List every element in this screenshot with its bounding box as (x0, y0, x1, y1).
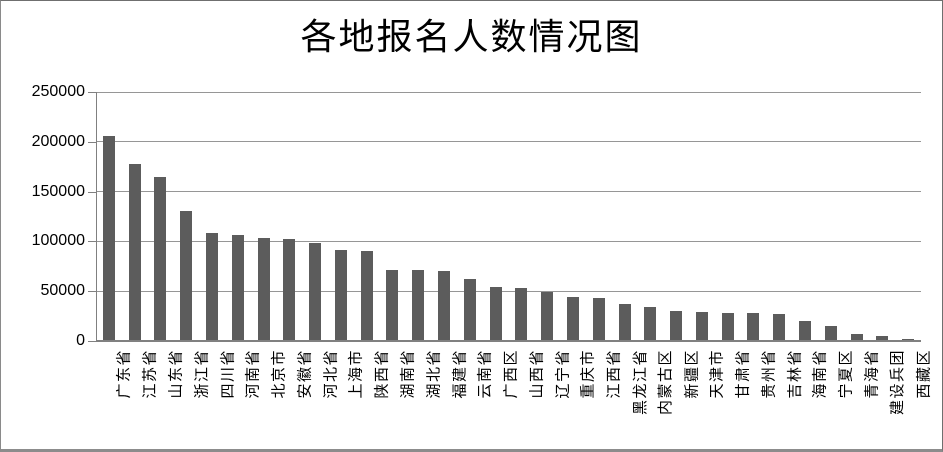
bar (231, 235, 244, 340)
y-axis-tick (88, 92, 96, 93)
bar (206, 233, 219, 340)
bar (102, 136, 115, 340)
y-axis-tick (88, 141, 96, 143)
x-axis-label: 天津市 (708, 349, 726, 399)
x-axis-label: 山西省 (528, 349, 546, 399)
bar (876, 335, 889, 340)
x-axis-label: 山东省 (167, 349, 185, 399)
y-axis-line (96, 92, 97, 342)
bar (463, 279, 476, 340)
x-axis-label: 吉林省 (786, 349, 804, 399)
x-axis-label: 陕西省 (373, 349, 391, 399)
bar (644, 307, 657, 340)
y-axis-label: 250000 (31, 83, 85, 100)
x-axis-label: 黑龙江省 (631, 349, 649, 416)
bar (257, 238, 270, 340)
bar (902, 338, 915, 340)
bar (798, 321, 811, 340)
x-axis-label: 江西省 (605, 349, 623, 399)
x-axis-label: 云南省 (476, 349, 494, 399)
chart-title: 各地报名人数情况图 (300, 17, 643, 57)
x-axis-label: 湖南省 (399, 349, 417, 399)
x-axis-label: 新疆区 (683, 349, 701, 399)
x-axis-label: 辽宁省 (554, 349, 572, 399)
gridline (96, 141, 921, 143)
x-axis-line (96, 340, 921, 342)
x-axis-label: 广西区 (502, 349, 520, 399)
x-axis-label: 福建省 (451, 349, 469, 399)
bar (515, 287, 528, 340)
x-axis-label: 河南省 (244, 349, 262, 399)
bar (592, 298, 605, 340)
y-axis-label: 100000 (31, 232, 85, 250)
bar (824, 326, 837, 340)
x-axis-label: 河北省 (322, 349, 340, 399)
bar (438, 271, 451, 340)
bar (309, 243, 322, 340)
bar (747, 313, 760, 340)
y-axis-label: 50000 (40, 282, 86, 300)
bar (180, 210, 193, 340)
gridline (96, 91, 921, 93)
x-axis-label: 甘肃省 (734, 349, 752, 399)
y-axis-tick (88, 341, 96, 342)
bar (128, 163, 141, 340)
bar (670, 311, 683, 340)
bar (154, 176, 167, 340)
bar (412, 270, 425, 340)
x-axis-label: 北京市 (270, 349, 288, 399)
bar (489, 287, 502, 340)
y-axis-tick (88, 191, 96, 193)
y-axis-label: 200000 (31, 132, 85, 150)
bar (850, 334, 863, 340)
x-axis-label: 重庆市 (579, 349, 597, 399)
x-axis-label: 江苏省 (141, 349, 159, 399)
bar (773, 314, 786, 340)
x-axis-label: 西藏区 (915, 349, 933, 399)
bar (334, 250, 347, 340)
gridline (96, 290, 921, 292)
bar (386, 269, 399, 340)
y-axis-label: 0 (76, 332, 85, 349)
y-axis-tick (88, 291, 96, 293)
x-axis-label: 海南省 (811, 349, 829, 399)
x-axis-label: 浙江省 (193, 349, 211, 399)
x-axis-label: 上海市 (347, 349, 365, 399)
bar (566, 297, 579, 340)
x-axis-label: 广东省 (115, 349, 133, 399)
x-axis-label: 内蒙古区 (657, 349, 675, 416)
bar (541, 292, 554, 340)
x-axis-label: 建设兵团 (889, 349, 907, 416)
bar (618, 304, 631, 340)
bar (283, 239, 296, 340)
bar (695, 312, 708, 340)
gridline (96, 240, 921, 242)
bar (360, 251, 373, 340)
x-axis-label: 宁夏区 (837, 349, 855, 399)
y-axis-tick (88, 241, 96, 243)
y-axis-label: 150000 (31, 182, 85, 200)
gridline (96, 191, 921, 193)
x-axis-label: 安徽省 (296, 349, 314, 399)
x-axis-label: 湖北省 (425, 349, 443, 399)
bar (721, 313, 734, 340)
x-axis-label: 贵州省 (760, 349, 778, 399)
x-axis-label: 青海省 (863, 349, 881, 399)
x-axis-label: 四川省 (219, 349, 237, 399)
